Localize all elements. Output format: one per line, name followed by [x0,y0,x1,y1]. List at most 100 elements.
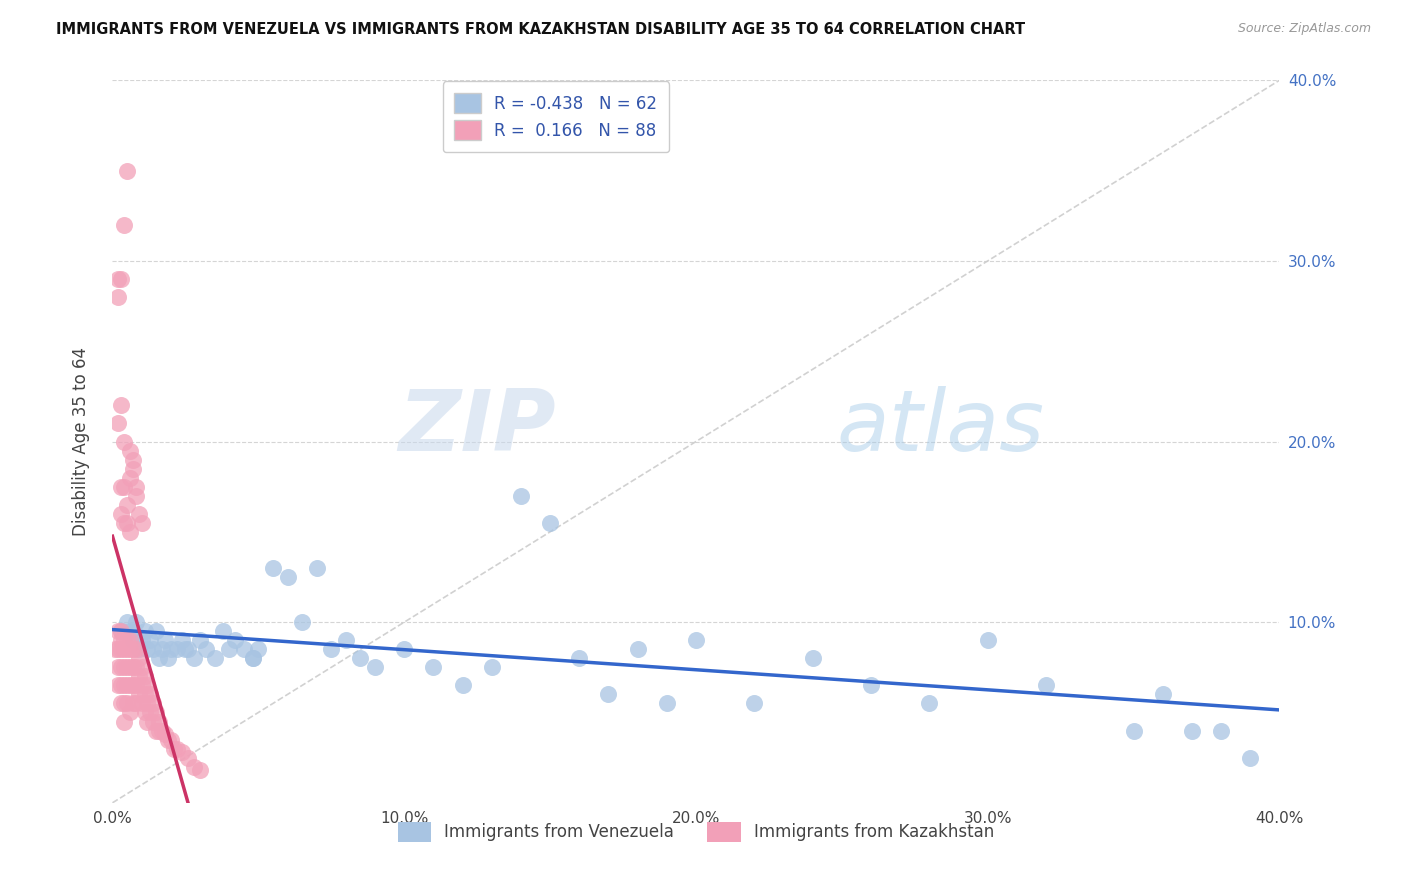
Point [115,660,138,674]
Point [104,642,127,657]
Point [422,660,444,674]
Point [136,678,159,692]
Point [112,516,135,530]
Point [115,516,138,530]
Point [122,452,145,467]
Point [1181,723,1204,738]
Point [188,633,211,648]
Point [107,272,129,286]
Point [145,723,167,738]
Point [118,443,141,458]
Point [177,642,200,657]
Point [204,651,226,665]
Legend: Immigrants from Venezuela, Immigrants from Kazakhstan: Immigrants from Venezuela, Immigrants fr… [391,815,1001,848]
Point [166,741,188,756]
Point [142,642,165,657]
Point [118,706,141,720]
Point [107,678,129,692]
Point [150,723,173,738]
Point [122,461,145,475]
Point [976,633,998,648]
Point [131,516,153,530]
Point [801,651,824,665]
Point [136,642,159,657]
Point [321,642,343,657]
Text: Source: ZipAtlas.com: Source: ZipAtlas.com [1237,22,1371,36]
Point [291,615,314,630]
Point [112,633,135,648]
Point [115,163,138,178]
Point [156,651,179,665]
Point [115,633,138,648]
Point [125,642,148,657]
Y-axis label: Disability Age 35 to 64: Disability Age 35 to 64 [72,347,90,536]
Text: IMMIGRANTS FROM VENEZUELA VS IMMIGRANTS FROM KAZAKHSTAN DISABILITY AGE 35 TO 64 : IMMIGRANTS FROM VENEZUELA VS IMMIGRANTS … [56,22,1025,37]
Point [112,660,135,674]
Point [183,651,205,665]
Point [232,642,254,657]
Point [107,624,129,639]
Point [131,697,153,711]
Point [163,741,186,756]
Point [242,651,264,665]
Point [177,750,200,764]
Point [166,642,188,657]
Point [110,697,132,711]
Point [134,624,156,639]
Text: ZIP: ZIP [398,385,555,468]
Point [115,697,138,711]
Point [110,660,132,674]
Point [128,651,150,665]
Point [174,642,197,657]
Point [148,714,170,729]
Point [115,642,138,657]
Point [112,434,135,449]
Point [118,678,141,692]
Point [110,272,132,286]
Point [122,660,145,674]
Point [247,642,270,657]
Point [212,624,235,639]
Point [148,651,170,665]
Point [172,745,194,759]
Point [598,687,620,701]
Point [107,660,129,674]
Point [122,642,145,657]
Point [305,561,328,575]
Text: atlas: atlas [837,385,1045,468]
Point [139,687,162,701]
Point [110,398,132,412]
Point [172,633,194,648]
Point [145,624,167,639]
Point [148,723,170,738]
Point [115,678,138,692]
Point [134,669,156,683]
Point [122,633,145,648]
Point [122,678,145,692]
Point [125,615,148,630]
Point [107,290,129,304]
Point [112,678,135,692]
Point [568,651,591,665]
Point [112,714,135,729]
Point [156,732,179,747]
Point [112,642,135,657]
Point [112,697,135,711]
Point [125,480,148,494]
Point [742,697,765,711]
Point [118,642,141,657]
Point [139,633,162,648]
Point [125,660,148,674]
Point [110,642,132,657]
Point [139,706,162,720]
Point [118,524,141,539]
Point [110,507,132,521]
Point [1152,687,1174,701]
Point [685,633,707,648]
Point [125,678,148,692]
Point [242,651,264,665]
Point [110,678,132,692]
Point [131,660,153,674]
Point [125,489,148,503]
Point [1122,723,1144,738]
